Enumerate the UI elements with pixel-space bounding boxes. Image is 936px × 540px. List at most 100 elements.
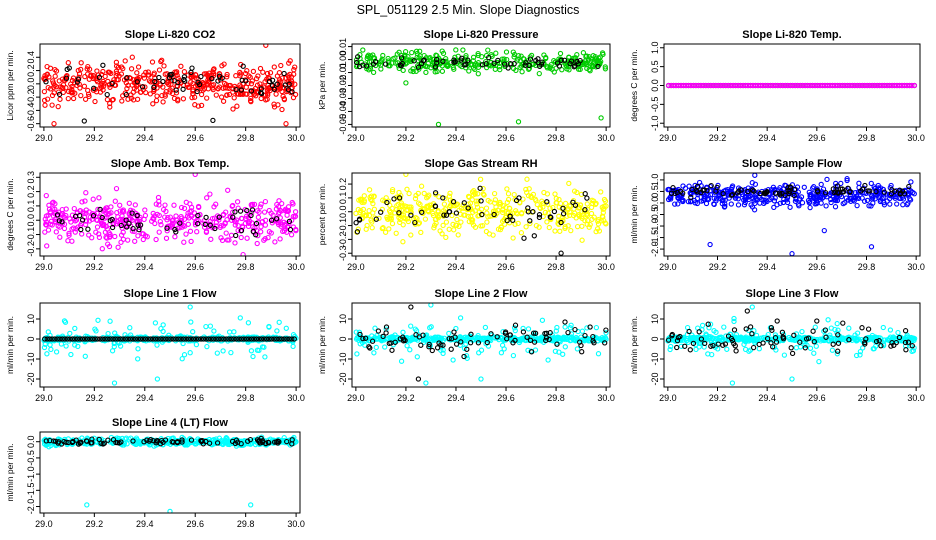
data-point: [292, 81, 298, 87]
data-point: [360, 206, 367, 213]
data-point: [844, 176, 850, 182]
data-point: [281, 435, 287, 441]
y-axis-label: ml/min per min.: [629, 316, 639, 374]
outlier-point: [283, 121, 289, 127]
x-tick-label: 29.6: [186, 133, 204, 143]
data-point: [385, 55, 391, 62]
data-point: [728, 82, 734, 89]
data-point: [140, 231, 146, 237]
x-tick-label: 29.2: [397, 133, 415, 143]
data-point: [572, 326, 578, 333]
data-point: [49, 336, 55, 342]
data-point: [792, 198, 799, 204]
data-point: [560, 335, 566, 341]
data-point: [785, 187, 791, 194]
x-tick-label: 29.4: [447, 262, 465, 272]
data-point: [50, 438, 57, 444]
data-point: [705, 82, 711, 89]
data-point: [504, 217, 510, 224]
data-point: [603, 327, 609, 333]
data-point: [372, 334, 378, 341]
data-point: [366, 212, 373, 219]
data-point: [843, 195, 849, 201]
data-point: [272, 239, 278, 245]
data-point: [877, 82, 883, 89]
data-point: [233, 217, 240, 223]
data-point: [796, 203, 802, 209]
data-point: [107, 100, 113, 107]
data-point: [353, 59, 360, 66]
data-point: [52, 206, 58, 212]
outlier-point: [789, 376, 795, 382]
data-point: [861, 185, 867, 191]
data-point: [203, 336, 209, 342]
data-point: [380, 333, 386, 340]
data-point: [92, 336, 98, 342]
data-point: [256, 336, 262, 342]
panel-title: Slope Amb. Box Temp.: [111, 158, 230, 170]
data-point: [707, 321, 714, 327]
data-point: [266, 229, 273, 235]
data-point: [845, 185, 851, 191]
data-point: [551, 69, 557, 75]
data-point: [578, 213, 585, 220]
data-point: [854, 202, 860, 209]
data-point: [572, 202, 579, 208]
data-point: [281, 228, 288, 234]
data-point: [220, 98, 227, 104]
data-point: [156, 202, 162, 208]
data-point: [869, 193, 875, 199]
plot-frame: [663, 302, 921, 388]
data-point: [683, 82, 689, 89]
data-point: [589, 216, 595, 222]
data-point: [504, 186, 510, 192]
data-point: [856, 180, 862, 186]
data-point: [462, 334, 469, 340]
data-point: [43, 192, 49, 199]
data-point: [747, 324, 754, 330]
data-point: [418, 57, 424, 64]
data-point: [544, 219, 550, 225]
data-point: [222, 85, 229, 91]
data-point: [119, 216, 126, 222]
data-point: [682, 343, 688, 349]
data-point: [780, 336, 787, 342]
data-point: [417, 201, 423, 208]
data-point: [236, 336, 242, 342]
data-point: [52, 73, 58, 79]
data-point: [249, 201, 256, 208]
data-point: [143, 89, 149, 96]
data-point: [400, 239, 406, 245]
data-point: [512, 322, 519, 328]
y-axis-label: ml/min per min.: [5, 316, 15, 374]
x-tick-label: 29.4: [136, 393, 154, 403]
data-point: [880, 341, 887, 347]
data-point: [250, 353, 256, 360]
data-point: [146, 72, 152, 78]
data-point: [859, 186, 866, 192]
x-tick-label: 29.2: [86, 133, 104, 143]
data-point: [463, 53, 469, 59]
data-point: [439, 68, 446, 74]
data-point: [492, 212, 498, 219]
data-point: [887, 201, 893, 207]
data-point: [83, 190, 89, 196]
data-point: [690, 82, 697, 89]
data-point: [453, 341, 460, 347]
data-point: [479, 62, 486, 68]
data-point: [230, 89, 236, 95]
data-point: [248, 95, 254, 102]
data-point: [474, 201, 480, 207]
data-point: [87, 336, 93, 342]
data-point: [441, 212, 447, 218]
data-point: [443, 212, 450, 218]
data-point: [731, 327, 738, 333]
x-tick-label: 29.4: [136, 133, 154, 143]
data-point: [446, 193, 453, 199]
data-point: [399, 202, 405, 208]
data-point: [109, 224, 116, 231]
data-point: [162, 91, 168, 97]
data-point: [844, 82, 851, 89]
data-point: [253, 93, 259, 99]
data-point: [688, 82, 694, 89]
